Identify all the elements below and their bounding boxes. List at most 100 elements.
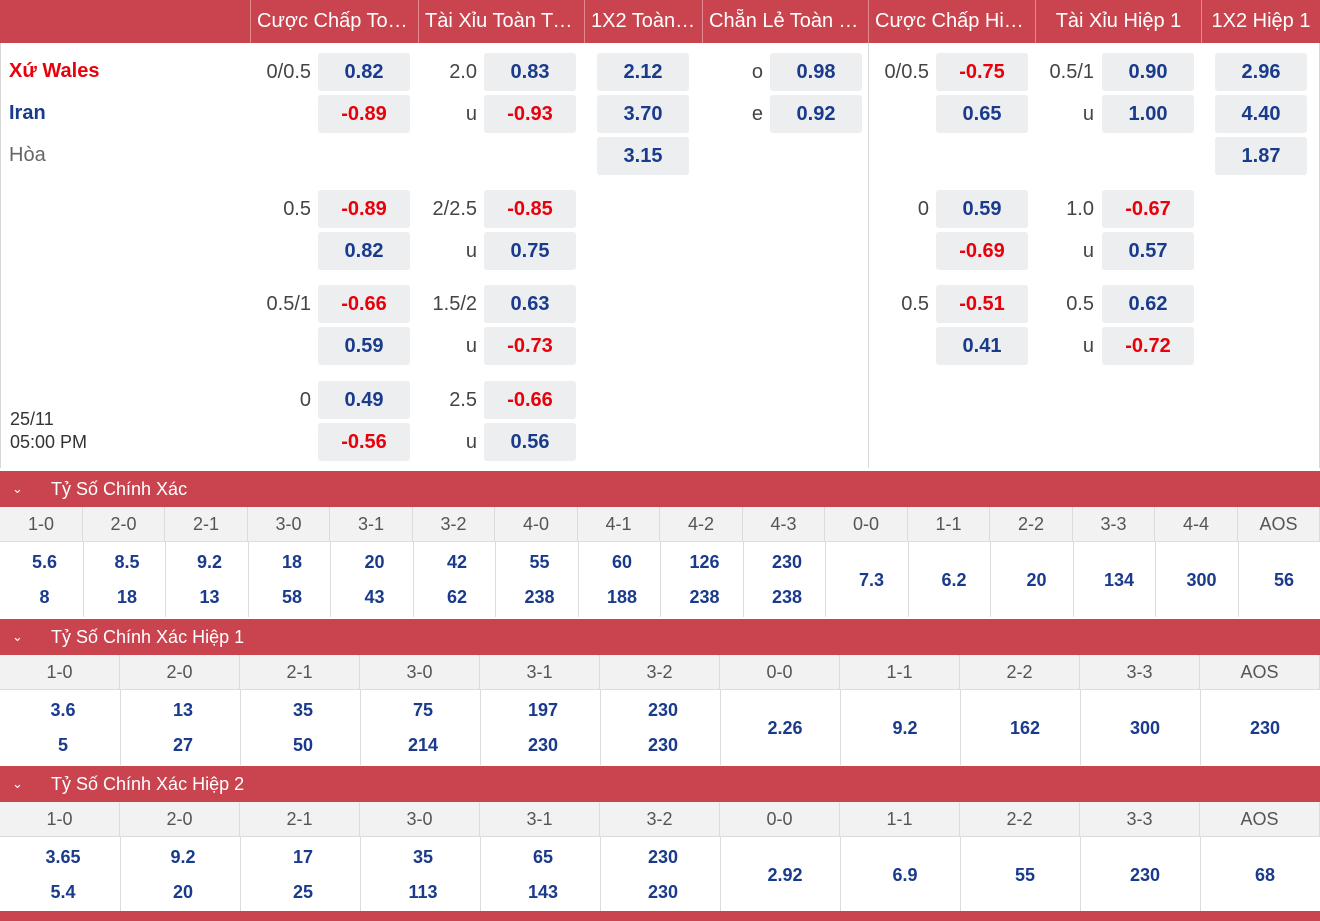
score-odds[interactable]: 2.92 — [767, 865, 803, 885]
home-score-odds[interactable]: 197 — [527, 700, 559, 720]
away-score-odds[interactable]: 238 — [689, 587, 720, 607]
under-odds[interactable]: 0.75 — [484, 232, 576, 270]
h1-over-odds[interactable]: 0.90 — [1102, 53, 1194, 91]
home-score-odds[interactable]: 5.6 — [31, 552, 58, 572]
score-odds[interactable]: 230 — [1129, 865, 1161, 885]
home-score-odds[interactable]: 8.5 — [114, 552, 140, 572]
under-odds[interactable]: -0.73 — [484, 327, 576, 365]
score-odds[interactable]: 300 — [1129, 718, 1161, 738]
even-odds[interactable]: 0.92 — [770, 95, 862, 133]
score-odds[interactable]: 162 — [1009, 718, 1041, 738]
away-score-odds[interactable]: 20 — [172, 882, 194, 902]
handicap-away-odds[interactable]: 0.82 — [318, 232, 410, 270]
h1-handicap-home-odds[interactable]: -0.75 — [936, 53, 1028, 91]
h1-handicap-away-odds[interactable]: 0.65 — [936, 95, 1028, 133]
handicap-home-odds[interactable]: -0.66 — [318, 285, 410, 323]
away-score-odds[interactable]: 43 — [364, 587, 385, 607]
home-score-odds[interactable]: 18 — [281, 552, 303, 572]
handicap-home-odds[interactable]: 0.82 — [318, 53, 410, 91]
away-score-odds[interactable]: 113 — [408, 882, 438, 902]
h1-handicap-home-odds[interactable]: -0.51 — [936, 285, 1028, 323]
h1-home-win-odds[interactable]: 2.96 — [1215, 53, 1307, 91]
home-score-odds[interactable]: 3.6 — [50, 700, 76, 720]
section-header[interactable]: ⌄ Tỷ Số Chính Xác Hiệp 1 — [0, 619, 1320, 655]
home-win-odds[interactable]: 2.12 — [597, 53, 689, 91]
home-score-odds[interactable]: 65 — [532, 847, 554, 867]
away-score-odds[interactable]: 188 — [606, 587, 638, 607]
away-score-odds[interactable]: 18 — [116, 587, 138, 607]
tab-odd-even-full[interactable]: Chẵn Lẻ Toàn Trận — [702, 0, 868, 43]
away-score-odds[interactable]: 5.4 — [50, 882, 76, 902]
tab-handicap-h1[interactable]: Cược Chấp Hiệp 1 — [868, 0, 1035, 43]
score-odds[interactable]: 134 — [1103, 570, 1135, 590]
home-score-odds[interactable]: 9.2 — [196, 552, 223, 572]
tab-over-under-h1[interactable]: Tài Xỉu Hiệp 1 — [1035, 0, 1201, 43]
score-odds[interactable]: 55 — [1014, 865, 1036, 885]
away-score-odds[interactable]: 230 — [647, 735, 679, 755]
away-score-odds[interactable]: 238 — [524, 587, 555, 607]
draw-odds[interactable]: 3.15 — [597, 137, 689, 175]
tab-handicap-full[interactable]: Cược Chấp Toàn Trận — [250, 0, 418, 43]
under-odds[interactable]: -0.93 — [484, 95, 576, 133]
h1-over-odds[interactable]: -0.67 — [1102, 190, 1194, 228]
away-score-odds[interactable]: 58 — [281, 587, 303, 607]
score-odds[interactable]: 9.2 — [892, 718, 918, 738]
chevron-down-icon[interactable]: ⌄ — [12, 481, 23, 496]
score-odds[interactable]: 20 — [1026, 570, 1047, 590]
home-score-odds[interactable]: 60 — [611, 552, 633, 572]
h1-handicap-away-odds[interactable]: 0.41 — [936, 327, 1028, 365]
chevron-down-icon[interactable]: ⌄ — [12, 629, 23, 644]
home-score-odds[interactable]: 230 — [647, 847, 679, 867]
home-score-odds[interactable]: 230 — [647, 700, 679, 720]
home-score-odds[interactable]: 35 — [412, 847, 434, 867]
away-score-odds[interactable]: 62 — [446, 587, 468, 607]
over-odds[interactable]: -0.66 — [484, 381, 576, 419]
tab-1x2-full[interactable]: 1X2 Toàn Trận — [584, 0, 702, 43]
away-win-odds[interactable]: 3.70 — [597, 95, 689, 133]
away-score-odds[interactable]: 8 — [39, 587, 50, 607]
home-score-odds[interactable]: 17 — [292, 847, 314, 867]
odd-odds[interactable]: 0.98 — [770, 53, 862, 91]
handicap-away-odds[interactable]: -0.56 — [318, 423, 410, 461]
score-odds[interactable]: 6.2 — [941, 570, 967, 590]
h1-handicap-home-odds[interactable]: 0.59 — [936, 190, 1028, 228]
section-header[interactable]: ⌄ Tỷ Số Chính Xác Hiệp 2 — [0, 766, 1320, 802]
h1-under-odds[interactable]: -0.72 — [1102, 327, 1194, 365]
away-score-odds[interactable]: 25 — [292, 882, 314, 902]
home-score-odds[interactable]: 9.2 — [170, 847, 196, 867]
home-score-odds[interactable]: 20 — [364, 552, 385, 572]
away-score-odds[interactable]: 27 — [172, 735, 194, 755]
handicap-home-odds[interactable]: -0.89 — [318, 190, 410, 228]
home-score-odds[interactable]: 3.65 — [45, 847, 81, 867]
home-score-odds[interactable]: 230 — [771, 552, 803, 572]
score-odds[interactable]: 7.3 — [858, 570, 885, 590]
handicap-away-odds[interactable]: -0.89 — [318, 95, 410, 133]
score-odds[interactable]: 230 — [1249, 718, 1281, 738]
away-score-odds[interactable]: 238 — [771, 587, 803, 607]
handicap-home-odds[interactable]: 0.49 — [318, 381, 410, 419]
h1-away-win-odds[interactable]: 4.40 — [1215, 95, 1307, 133]
score-odds[interactable]: 6.9 — [892, 865, 918, 885]
score-odds[interactable]: 2.26 — [767, 718, 803, 738]
home-score-odds[interactable]: 13 — [172, 700, 194, 720]
h1-handicap-away-odds[interactable]: -0.69 — [936, 232, 1028, 270]
h1-draw-odds[interactable]: 1.87 — [1215, 137, 1307, 175]
over-odds[interactable]: 0.83 — [484, 53, 576, 91]
home-score-odds[interactable]: 42 — [446, 552, 468, 572]
score-odds[interactable]: 300 — [1186, 570, 1217, 590]
home-score-odds[interactable]: 75 — [412, 700, 434, 720]
home-score-odds[interactable]: 35 — [292, 700, 314, 720]
away-score-odds[interactable]: 143 — [527, 882, 559, 902]
home-score-odds[interactable]: 55 — [529, 552, 550, 572]
section-header[interactable]: ⌄ Tỷ Số Chính Xác — [0, 471, 1320, 507]
h1-under-odds[interactable]: 1.00 — [1102, 95, 1194, 133]
handicap-away-odds[interactable]: 0.59 — [318, 327, 410, 365]
away-score-odds[interactable]: 13 — [199, 587, 220, 607]
away-score-odds[interactable]: 214 — [407, 735, 439, 755]
over-odds[interactable]: -0.85 — [484, 190, 576, 228]
score-odds[interactable]: 56 — [1273, 570, 1295, 590]
score-odds[interactable]: 68 — [1254, 865, 1276, 885]
home-score-odds[interactable]: 126 — [689, 552, 720, 572]
tab-1x2-h1[interactable]: 1X2 Hiệp 1 — [1201, 0, 1320, 43]
over-odds[interactable]: 0.63 — [484, 285, 576, 323]
